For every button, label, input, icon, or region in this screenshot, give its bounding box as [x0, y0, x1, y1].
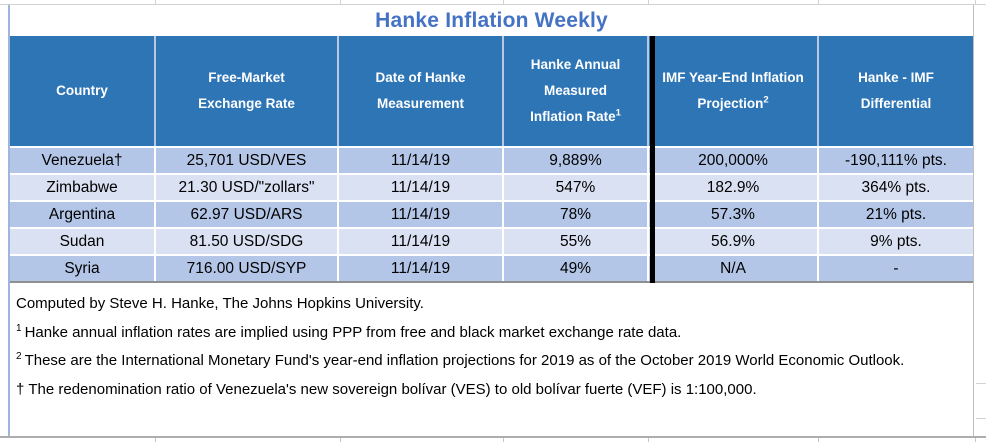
gridline-tick	[818, 438, 819, 442]
footnote-sup-marker: 2	[16, 351, 22, 362]
cell-measurement-date: 11/14/19	[339, 175, 504, 200]
cell-country: Zimbabwe	[10, 175, 156, 200]
cell-imf-projection: 57.3%	[649, 202, 819, 227]
cell-hanke-inflation-rate: 547%	[504, 175, 649, 200]
gridline-tick	[976, 418, 986, 419]
cell-exchange-rate: 62.97 USD/ARS	[156, 202, 339, 227]
table-row-sudan: Sudan 81.50 USD/SDG 11/14/19 55% 56.9% 9…	[10, 229, 973, 256]
footnote-attribution: Computed by Steve H. Hanke, The Johns Ho…	[16, 288, 921, 317]
table-header-row: Country Free-Market Exchange Rate Date o…	[10, 36, 973, 148]
cell-measurement-date: 11/14/19	[339, 256, 504, 281]
gridline-tick	[818, 0, 819, 4]
gridline-tick	[975, 0, 976, 4]
column-header-label: Free-Market Exchange Rate	[198, 70, 295, 111]
table-body: Venezuela† 25,701 USD/VES 11/14/19 9,889…	[10, 148, 973, 281]
hanke-inflation-table: Hanke Inflation Weekly Country Free-Mark…	[8, 5, 974, 436]
cell-hanke-inflation-rate: 9,889%	[504, 148, 649, 173]
gridline-tick	[155, 0, 156, 4]
cell-country: Venezuela†	[10, 148, 156, 173]
footnote-text: Computed by Steve H. Hanke, The Johns Ho…	[16, 295, 424, 312]
gridline-top-horizontal	[0, 4, 986, 5]
column-header-hanke-inflation-rate: Hanke Annual Measured Inflation Rate1	[504, 36, 649, 146]
page-title: Hanke Inflation Weekly	[375, 8, 608, 32]
gridline-tick	[648, 438, 649, 442]
cell-imf-projection: 182.9%	[649, 175, 819, 200]
cell-measurement-date: 11/14/19	[339, 148, 504, 173]
cell-differential: -	[893, 259, 899, 277]
column-header-imf-projection: IMF Year-End Inflation Projection2	[649, 36, 819, 146]
footnote-text: The redenomination ratio of Venezuela's …	[28, 380, 757, 398]
footnote-dagger: † The redenomination ratio of Venezuela's…	[16, 374, 921, 403]
table-row-syria: Syria 716.00 USD/SYP 11/14/19 49% N/A -	[10, 256, 973, 281]
cell-hanke-inflation-rate: 78%	[504, 202, 649, 227]
column-header-label: Date of Hanke Measurement	[375, 70, 466, 111]
gridline-tick	[340, 0, 341, 4]
gridline-tick	[975, 438, 976, 442]
cell-imf-projection: 56.9%	[649, 229, 819, 254]
table-row-venezuela: Venezuela† 25,701 USD/VES 11/14/19 9,889…	[10, 148, 973, 175]
cell-exchange-rate: 25,701 USD/VES	[156, 148, 339, 173]
cell-country: Syria	[10, 256, 156, 281]
cell-hanke-inflation-rate: 49%	[504, 256, 649, 281]
footnote-text: Hanke annual inflation rates are implied…	[24, 323, 682, 341]
table-row-zimbabwe: Zimbabwe 21.30 USD/"zollars" 11/14/19 54…	[10, 175, 973, 202]
gridline-bottom-horizontal	[0, 436, 986, 438]
gridline-tick	[503, 438, 504, 442]
column-header-exchange-rate: Free-Market Exchange Rate	[156, 36, 339, 146]
gridline-tick	[648, 0, 649, 4]
cell-measurement-date: 11/14/19	[339, 202, 504, 227]
footnote-text: These are the International Monetary Fun…	[24, 352, 905, 369]
column-header-measurement-date: Date of Hanke Measurement	[339, 36, 504, 146]
column-header-differential: Hanke - IMF Differential	[819, 36, 973, 146]
gridline-tick	[155, 438, 156, 442]
column-header-label: Hanke - IMF Differential	[858, 70, 934, 111]
footnote-sup-marker: 1	[16, 322, 22, 334]
footnote-1: 1 Hanke annual inflation rates are implie…	[16, 317, 921, 346]
cell-country: Argentina	[10, 202, 156, 227]
column-header-superscript: 1	[615, 107, 621, 119]
column-header-label: IMF Year-End Inflation Projection	[662, 70, 804, 111]
imf-section-divider	[650, 36, 655, 283]
footnote-marker: †	[16, 380, 25, 398]
gridline-tick	[503, 0, 504, 4]
cell-exchange-rate: 716.00 USD/SYP	[156, 256, 339, 281]
column-header-country: Country	[10, 36, 156, 146]
cell-exchange-rate: 81.50 USD/SDG	[156, 229, 339, 254]
cell-differential: 9% pts.	[870, 232, 922, 250]
column-header-label: Hanke Annual Measured Inflation Rate	[530, 57, 621, 124]
gridline-tick	[340, 438, 341, 442]
gridline-tick	[976, 383, 986, 384]
cell-imf-projection: N/A	[649, 256, 819, 281]
cell-differential: 364% pts.	[861, 178, 931, 196]
cell-imf-projection: 200,000%	[649, 148, 819, 173]
cell-country: Sudan	[10, 229, 156, 254]
cell-measurement-date: 11/14/19	[339, 229, 504, 254]
cell-differential: -190,111% pts.	[845, 151, 947, 169]
cell-differential: 21% pts.	[865, 205, 927, 223]
cell-exchange-rate: 21.30 USD/"zollars"	[156, 175, 339, 200]
column-header-label: Country	[56, 83, 108, 98]
table-row-argentina: Argentina 62.97 USD/ARS 11/14/19 78% 57.…	[10, 202, 973, 229]
footnotes-section: Computed by Steve H. Hanke, The Johns Ho…	[10, 281, 973, 402]
cell-hanke-inflation-rate: 55%	[504, 229, 649, 254]
footnote-2: 2 These are the International Monetary Fu…	[16, 345, 921, 374]
column-header-superscript: 2	[763, 94, 769, 106]
